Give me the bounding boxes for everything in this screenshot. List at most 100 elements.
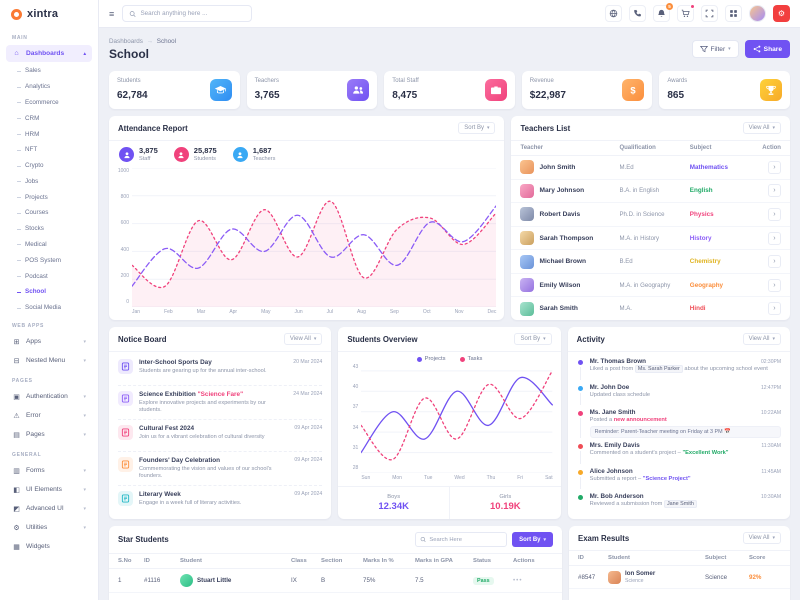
share-button[interactable]: Share	[744, 40, 790, 58]
sidebar-item-school[interactable]: School	[0, 284, 98, 300]
filter-button[interactable]: Filter ▾	[691, 40, 739, 58]
row-action-button[interactable]: ›	[767, 302, 781, 316]
sort-by-button[interactable]: Sort By ▾	[514, 333, 552, 345]
sidebar-item-stocks[interactable]: Stocks	[0, 221, 98, 237]
teacher-subject: Mathematics	[689, 163, 728, 171]
activity-time: 10:22AM	[760, 410, 781, 417]
boys-total: Boys 12.34K	[378, 494, 409, 512]
teacher-qualification: M.A.	[619, 305, 632, 313]
sidebar-item-hrm[interactable]: HRM	[0, 126, 98, 142]
notice-date: 20 Mar 2024	[293, 359, 323, 365]
view-all-button[interactable]: View All ▾	[742, 532, 781, 544]
sidebar-item-dashboards[interactable]: ⌂ Dashboards ▴	[6, 45, 92, 62]
notifications-button[interactable]: 5	[653, 3, 673, 22]
activity-user: Mr. Bob Anderson	[589, 493, 644, 501]
x-tick: Thu	[486, 475, 496, 481]
sidebar-item-courses[interactable]: Courses	[0, 205, 98, 221]
sidebar-item-projects[interactable]: Projects	[0, 189, 98, 205]
activity-timeline	[577, 358, 584, 380]
activity-feed: Mr. Thomas Brown 02:30PM Liked a post from…	[568, 352, 790, 519]
user-avatar[interactable]	[749, 5, 766, 22]
activity-user: Mrs. Emily Davis	[589, 442, 640, 450]
sidebar-item-label: Nested Menu	[26, 357, 66, 364]
utilities-icon: ⚙	[13, 524, 20, 532]
share-icon	[753, 45, 761, 53]
row-actions[interactable]: •••	[513, 577, 523, 584]
activity-timeline	[577, 468, 584, 490]
girls-total: Girls 10.19K	[449, 487, 561, 519]
sort-by-button[interactable]: Sort By ▾	[512, 532, 554, 547]
staff-icon	[119, 147, 134, 162]
sidebar-item-utilities[interactable]: ⚙ Utilities ▾	[6, 519, 92, 537]
row-action-button[interactable]: ›	[767, 231, 781, 245]
fullscreen-button[interactable]	[701, 5, 718, 22]
sidebar-item-analytics[interactable]: Analytics	[0, 79, 98, 95]
row-action-button[interactable]: ›	[767, 160, 781, 174]
star-search-input[interactable]	[429, 536, 503, 543]
theme-switcher-button[interactable]: ⚙	[773, 5, 790, 22]
row-action-button[interactable]: ›	[767, 255, 781, 269]
attendance-chip: 1,687 Teachers	[232, 147, 275, 162]
call-button[interactable]	[629, 5, 646, 22]
sidebar-item-apps[interactable]: ⊞ Apps ▾	[6, 333, 92, 351]
briefcase-icon	[484, 79, 507, 101]
sidebar-item-crm[interactable]: CRM	[0, 110, 98, 126]
activity-time: 10:30AM	[760, 494, 781, 501]
sidebar-item-jobs[interactable]: Jobs	[0, 173, 98, 189]
row-action-button[interactable]: ›	[767, 278, 781, 292]
card-title: Exam Results	[578, 533, 630, 543]
table-header: ID Student Subject Score	[569, 551, 790, 566]
forms-icon: ▥	[13, 467, 20, 475]
star-search[interactable]	[415, 532, 508, 547]
students-icon	[173, 147, 189, 162]
sidebar-item-error[interactable]: ⚠ Error ▾	[6, 407, 92, 425]
menu-toggle-icon[interactable]: ≡	[109, 8, 115, 19]
list-item: Cultural Fest 2024 Join us for a vibrant …	[118, 420, 323, 452]
sidebar-item-nested-menu[interactable]: ⊟ Nested Menu ▾	[6, 352, 92, 370]
chevron-down-icon: ▾	[83, 467, 86, 474]
breadcrumb-separator: →	[146, 37, 154, 45]
sidebar-item-sales[interactable]: Sales	[0, 63, 98, 79]
sidebar-item-pages[interactable]: ▤ Pages ▾	[6, 426, 92, 444]
y-tick: 40	[352, 384, 359, 391]
view-all-button[interactable]: View All ▾	[742, 333, 781, 345]
logo-icon	[11, 8, 22, 20]
activity-highlight: "Excellent Work"	[682, 450, 729, 457]
y-tick: 200	[120, 272, 129, 279]
global-search[interactable]	[122, 5, 253, 22]
sidebar-item-ui-elements[interactable]: ◧ UI Elements ▾	[6, 481, 92, 499]
row-action-button[interactable]: ›	[767, 184, 781, 198]
activity-user: Mr. Thomas Brown	[589, 358, 646, 365]
sidebar-item-widgets[interactable]: ▦ Widgets	[6, 538, 92, 556]
search-icon	[130, 10, 136, 17]
list-item: Founders' Day Celebration Commemorating t…	[118, 452, 323, 487]
sort-by-button[interactable]: Sort By ▾	[458, 122, 496, 134]
sidebar-item-authentication[interactable]: ▣ Authentication ▾	[6, 388, 92, 406]
sidebar-item-ecommerce[interactable]: Ecommerce	[0, 95, 98, 111]
notification-badge: 5	[666, 3, 673, 10]
table-row: 1 #1116 Stuart Little IX B 75% 7.5 Pass …	[109, 569, 563, 593]
chip-value: 3,875	[139, 146, 158, 156]
apps-button[interactable]	[725, 5, 742, 22]
sidebar-item-forms[interactable]: ▥ Forms ▾	[6, 462, 92, 480]
sidebar-item-medical[interactable]: Medical	[0, 237, 98, 253]
view-all-button[interactable]: View All ▾	[283, 333, 323, 345]
search-input[interactable]	[140, 10, 246, 17]
avatar	[520, 207, 535, 222]
breadcrumb-link[interactable]: Dashboards	[109, 37, 143, 45]
view-all-button[interactable]: View All ▾	[742, 122, 781, 134]
sidebar-item-podcast[interactable]: Podcast	[0, 268, 98, 284]
x-tick: Tue	[423, 475, 433, 481]
app-logo[interactable]: xintra	[0, 0, 98, 28]
graduation-cap-icon	[209, 79, 232, 101]
sidebar-item-nft[interactable]: NFT	[0, 142, 98, 158]
language-button[interactable]	[605, 5, 622, 22]
row-action-button[interactable]: ›	[767, 207, 781, 221]
x-tick: Apr	[229, 309, 238, 315]
sidebar-item-crypto[interactable]: Crypto	[0, 158, 98, 174]
sidebar-item-pos-system[interactable]: POS System	[0, 252, 98, 268]
stat-card-teachers: Teachers 3,765	[246, 71, 378, 109]
cart-button[interactable]	[677, 4, 695, 22]
sidebar-item-social-media[interactable]: Social Media	[0, 300, 98, 316]
sidebar-item-advanced-ui[interactable]: ◩ Advanced UI ▾	[6, 500, 92, 518]
